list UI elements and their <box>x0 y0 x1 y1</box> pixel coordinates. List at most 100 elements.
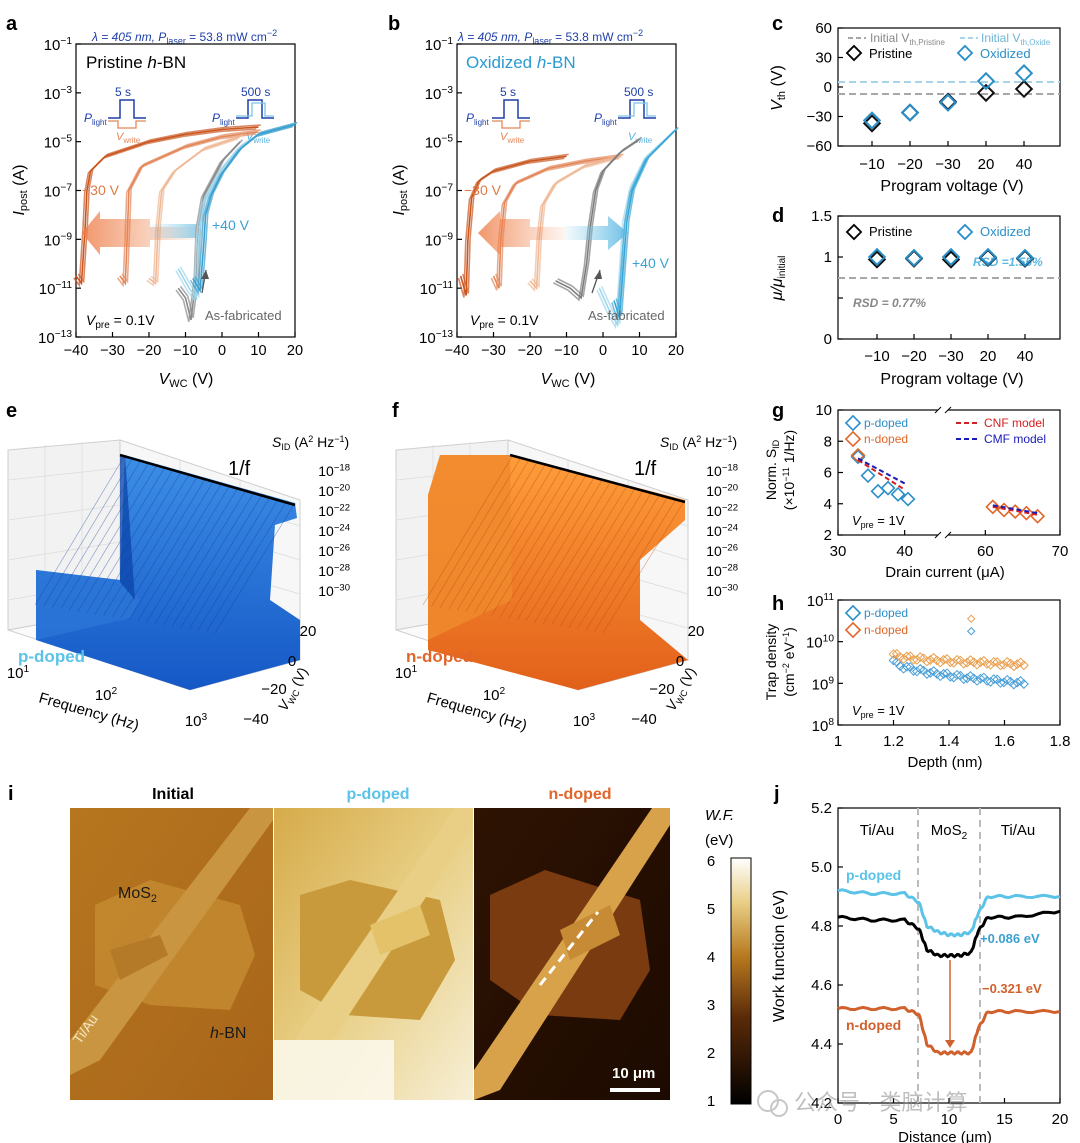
xtick-label: 20 <box>1052 1111 1069 1128</box>
j-lbl-p: p-doped <box>846 867 901 883</box>
point-p-doped <box>905 662 916 672</box>
xtick-label: 10 <box>941 1111 958 1128</box>
panel-b-pulse-right: 500 s Plight Vwrite <box>594 85 656 145</box>
point-pristine <box>904 249 924 268</box>
j-delta-n: −0.321 eV <box>982 981 1042 996</box>
iv-curve <box>462 153 569 294</box>
ytick-label: 4.8 <box>811 918 832 935</box>
point-p-doped <box>1008 679 1019 690</box>
surface-line <box>128 479 215 620</box>
panel-b-header: λ = 405 nm, Plaser = 53.8 mW cm−2 <box>457 28 643 46</box>
point-pristine <box>867 250 887 269</box>
f-freq-label: Frequency (Hz) <box>425 690 529 735</box>
ztick-label: 10−30 <box>706 582 738 599</box>
point-n-doped <box>1002 656 1013 667</box>
j-region-right: Ti/Au <box>1001 822 1035 839</box>
pulse-right-time-b: 500 s <box>624 85 653 99</box>
surface-line <box>448 461 538 610</box>
v-write-label: Vwrite <box>116 131 141 145</box>
point-p-doped <box>978 672 989 683</box>
legend-d-pristine: Pristine <box>869 224 912 239</box>
ztick-label: 10−26 <box>318 542 350 559</box>
iv-curve <box>77 124 261 284</box>
point-n-doped <box>918 653 929 664</box>
point-oxidized <box>900 103 920 122</box>
xtick-label: 20 <box>978 156 995 173</box>
point-n-doped <box>968 657 979 668</box>
ytick-label: 10−9 <box>44 231 73 249</box>
ytick-label: 1011 <box>807 592 835 610</box>
xtick-label: 10 <box>250 343 266 359</box>
xtick-label: 40 <box>1017 348 1034 365</box>
e-1f-line <box>119 453 296 507</box>
j-lbl-n: n-doped <box>846 1017 901 1033</box>
iv-curve <box>146 137 239 287</box>
legend-initial-pristine: Initial Vth,Pristine <box>870 31 945 47</box>
surface-line <box>60 461 150 610</box>
watermark: 公众号 · 类脑计算 <box>757 1090 968 1117</box>
panel-a-ylabel: Ipost (A) <box>11 164 30 215</box>
xtick-label: 1.2 <box>883 733 904 750</box>
ytick-label: 8 <box>824 433 832 450</box>
legend-oxidized: Oxidized <box>980 46 1031 61</box>
ztick-label: 10−24 <box>706 522 738 539</box>
panel-a-header: λ = 405 nm, Plaser = 53.8 mW cm−2 <box>91 28 277 46</box>
i-lbl-mos2: MoS2 <box>118 885 157 905</box>
iv-curve <box>121 129 261 284</box>
panel-h-xlabel: Depth (nm) <box>907 754 982 771</box>
xtick-label: −30 <box>935 156 960 173</box>
wf-line-initial <box>837 909 1061 959</box>
surface-line <box>431 457 522 607</box>
panel-j-curves <box>837 888 1061 1056</box>
colorbar-ticks: 6 5 4 3 2 1 <box>707 853 715 1110</box>
point-n-doped <box>985 499 1001 515</box>
point-p-doped <box>1015 676 1026 686</box>
panel-f-letter: f <box>392 400 399 422</box>
panel-b-xlabel: VWC (V) <box>541 371 596 390</box>
panel-d-ylabel: μ/μinitial <box>769 256 788 302</box>
xtick-label: 70 <box>1052 543 1069 560</box>
panel-b-vpre: Vpre = 0.1V <box>470 312 539 331</box>
panel-h-yaxis: 1011 1010 109 108 <box>806 592 843 735</box>
surface-line <box>51 459 142 608</box>
cb-title1: W.F. <box>705 807 734 824</box>
pulse-right-time: 500 s <box>241 85 270 99</box>
point-oxidized <box>1015 248 1035 268</box>
xtick-label: 0 <box>599 343 607 359</box>
outlier <box>966 627 976 636</box>
surface-line <box>163 489 247 626</box>
cb-tick: 4 <box>707 949 715 966</box>
point-p-doped <box>895 661 906 672</box>
point-p-doped <box>998 677 1009 688</box>
xtick-label: 40 <box>896 543 913 560</box>
xtick-label: −20 <box>137 343 162 359</box>
surface-line <box>439 459 530 608</box>
freq-tick: 103 <box>185 712 208 730</box>
surface-line <box>516 479 603 620</box>
surface-line <box>576 495 660 630</box>
panel-h-points <box>888 614 1029 690</box>
watermark-text: 公众号 · 类脑计算 <box>794 1090 968 1115</box>
f-v-axis: 200−20 −40 <box>631 623 704 728</box>
cb-tick: 5 <box>707 901 715 918</box>
ytick-label: 4 <box>824 496 832 513</box>
ytick-label: −60 <box>807 138 832 155</box>
v-tick: 20 <box>688 623 705 640</box>
ztick-label: 10−28 <box>318 562 350 579</box>
panel-a-pulse-right: 500 s Plight Vwrite <box>212 85 274 145</box>
panel-j-ylabel: Work function (eV) <box>771 890 788 1022</box>
point-oxidized <box>1014 64 1034 83</box>
panel-h-xaxis: 1 1.2 1.4 1.6 1.8 <box>834 720 1070 750</box>
point-n-doped <box>935 657 946 668</box>
point-p-doped <box>932 668 942 679</box>
iv-curve <box>119 131 259 286</box>
f-freq-axis: 101 102 103 <box>395 664 596 730</box>
xtick-label: −40 <box>64 343 89 359</box>
point-n-doped <box>985 659 996 670</box>
point-n-doped <box>965 655 976 666</box>
ztick-label: 10−28 <box>706 562 738 579</box>
panel-c-xaxis: −10 −20 −30 20 40 <box>859 141 1032 173</box>
e-surface-lines <box>34 454 296 634</box>
ytick-label: 10−13 <box>38 329 72 347</box>
